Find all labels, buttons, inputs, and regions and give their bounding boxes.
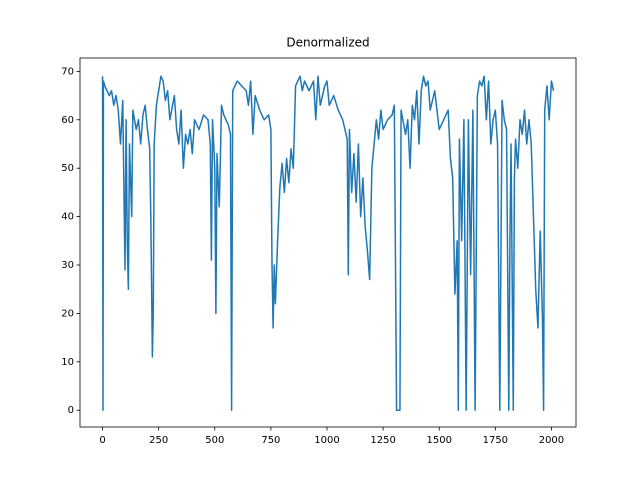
x-tick-label: 0 — [99, 435, 105, 446]
x-tick-label: 1750 — [483, 435, 508, 446]
y-tick-label: 10 — [61, 357, 74, 368]
y-tick-label: 20 — [61, 308, 74, 319]
y-tick-label: 50 — [61, 163, 74, 174]
plot-frame — [79, 57, 577, 428]
y-tick-label: 0 — [68, 405, 74, 416]
y-tick-label: 60 — [61, 115, 74, 126]
chart-title: Denormalized — [286, 36, 369, 50]
x-tick-label: 2000 — [539, 435, 564, 446]
x-tick-label: 1250 — [370, 435, 395, 446]
y-tick-label: 30 — [61, 260, 74, 271]
x-tick-label: 750 — [261, 435, 280, 446]
y-tick-label: 70 — [61, 66, 74, 77]
x-tick-label: 250 — [149, 435, 168, 446]
x-tick-label: 1500 — [426, 435, 451, 446]
x-tick-label: 500 — [205, 435, 224, 446]
y-tick-label: 40 — [61, 212, 74, 223]
x-tick-label: 1000 — [314, 435, 339, 446]
line-series — [101, 75, 555, 411]
